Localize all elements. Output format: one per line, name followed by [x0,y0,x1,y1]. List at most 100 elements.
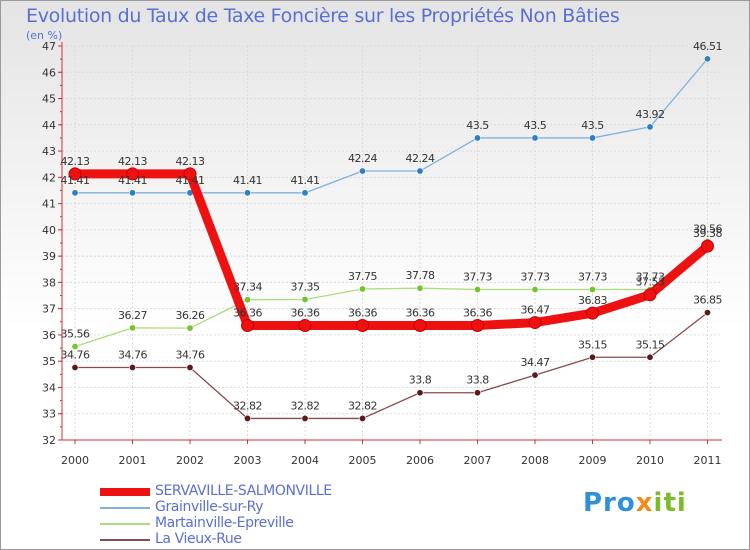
data-point [356,318,369,332]
data-label: 36.36 [348,306,377,319]
data-point [528,316,542,330]
data-point [71,189,79,197]
x-tick-label: 2009 [579,454,607,467]
data-point [471,318,484,332]
data-label: 35.56 [61,327,90,340]
data-label: 41.41 [176,174,205,187]
data-label: 41.41 [291,174,320,187]
series-line [74,240,709,348]
y-tick-label: 45 [42,93,56,106]
data-label: 42.13 [61,155,90,168]
data-point [703,55,711,63]
grid-layer [62,45,722,441]
data-label: 43.92 [636,108,665,121]
data-point [68,167,82,181]
logo-part: Pro [583,488,636,518]
data-point [531,134,539,142]
x-tick-label: 2004 [291,454,319,467]
x-tick-label: 2001 [119,454,147,467]
x-tick-label: 2003 [234,454,262,467]
data-point [244,414,252,422]
data-label: 34.47 [521,356,550,369]
data-point [473,285,481,293]
x-tick-label: 2010 [636,454,664,467]
data-point [241,318,254,332]
data-label: 41.41 [118,174,147,187]
data-label: 42.13 [118,155,147,168]
data-point [646,353,654,361]
y-tick-label: 37 [42,303,56,316]
data-point [646,123,654,131]
x-tick-label: 2011 [694,454,722,467]
data-point [473,134,481,142]
data-point [701,239,714,253]
data-point [186,324,194,332]
data-point [126,167,139,181]
data-label: 34.76 [118,349,147,362]
data-label: 37.73 [463,270,492,283]
proxiti-logo: Proxiti [583,488,687,518]
data-label: 34.76 [176,349,205,362]
data-label: 37.78 [406,269,435,282]
data-point [301,189,309,197]
data-label: 37.35 [291,280,320,293]
chart-unit-label: (en %) [26,29,63,42]
data-label: 39.56 [693,222,722,235]
data-point [71,342,79,350]
legend-swatch [100,507,150,509]
x-tick-label: 2006 [406,454,434,467]
data-label: 36.36 [291,306,320,319]
data-label: 35.15 [636,338,665,351]
data-point [183,167,197,181]
data-point [416,389,424,397]
x-tick-label: 2008 [521,454,549,467]
y-tick-label: 44 [42,119,56,132]
data-point [244,189,252,197]
data-label: 36.26 [176,309,205,322]
data-label: 37.75 [348,270,377,283]
data-label: 36.36 [406,306,435,319]
y-tick-label: 38 [42,276,56,289]
data-label: 32.82 [291,399,320,412]
data-point [531,371,539,379]
logo-part: iti [653,488,687,518]
x-tick-label: 2007 [464,454,492,467]
data-label: 36.83 [578,294,607,307]
y-tick-label: 39 [42,250,56,263]
x-tick-label: 2002 [176,454,204,467]
plot-area [62,46,722,440]
data-point [186,364,194,372]
data-label: 37.73 [521,270,550,283]
series-line [70,169,712,330]
data-point [301,295,309,303]
y-tick-label: 41 [42,198,56,211]
legend-swatch [100,523,150,525]
data-label: 41.41 [233,174,262,187]
series-line [74,311,709,420]
data-point [129,324,137,332]
data-point [358,167,366,175]
y-tick-label: 42 [42,171,56,184]
data-label: 43.5 [524,119,547,132]
data-label: 37.34 [233,281,262,294]
logo-part: x [635,488,654,518]
data-label: 34.76 [61,349,90,362]
data-point [586,306,599,320]
legend-swatch [100,539,150,541]
data-label: 36.36 [463,306,492,319]
axis-layer: 32 33 34 35 36 37 38 39 40 41 42 43 44 45 46 47 2000 2001… [42,40,722,467]
chart-title: Evolution du Taux de Taxe Foncière sur l… [26,5,620,27]
data-label: 37.53 [636,276,665,289]
data-point [301,414,309,422]
legend-label: Martainville-Epreville [155,515,294,531]
data-label: 33.8 [409,374,432,387]
data-label: 46.51 [693,40,722,53]
x-tick-label: 2000 [61,454,89,467]
data-point [71,364,79,372]
y-tick-label: 40 [42,224,56,237]
x-tick-label: 2005 [349,454,377,467]
legend-label: La Vieux-Rue [155,531,242,547]
data-label: 37.73 [578,270,607,283]
